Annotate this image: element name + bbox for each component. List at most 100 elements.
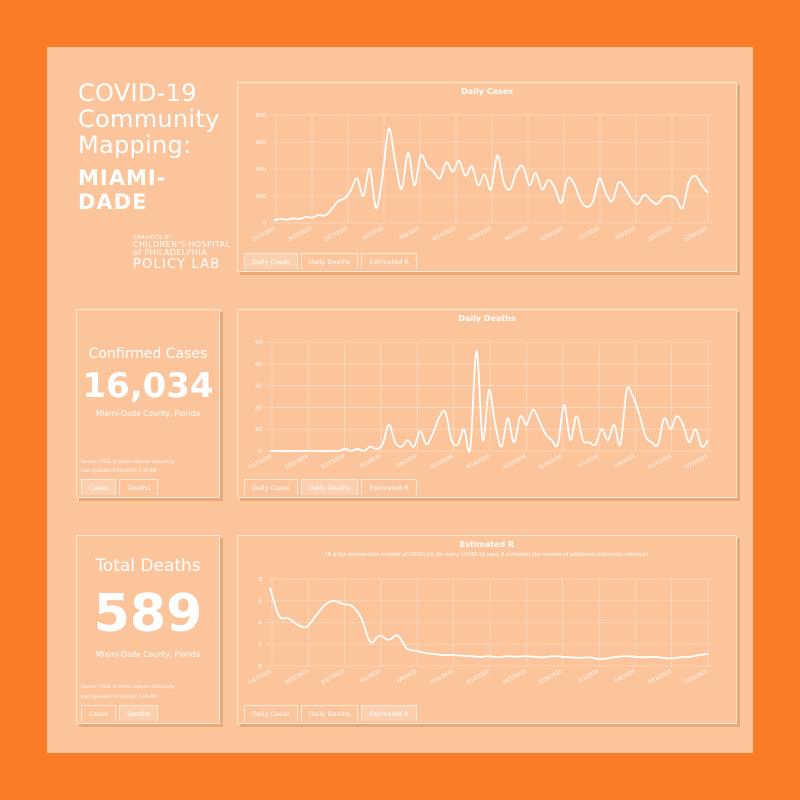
gridlines — [266, 578, 712, 667]
confirmed-cases-location: Miami-Dade County, Florida — [95, 409, 201, 418]
tab-daily-deaths[interactable]: Daily Deaths — [300, 479, 359, 495]
x-tick-label: 3/22/2020 — [284, 453, 309, 470]
confirmed-cases-card: Confirmed Cases 16,034 Miami-Dade County… — [76, 309, 220, 498]
y-tick-label: 2 — [259, 642, 263, 648]
x-tick-label: 4/1/2020 — [359, 453, 382, 469]
x-tick-label: 5/16/2020 — [683, 453, 708, 470]
deaths-tabs: Cases Deaths — [81, 705, 159, 721]
policylab-logo: GRAPHICS BY: CHILDREN'S HOSPITAL of PHIL… — [133, 235, 243, 272]
deaths-source: Source: CSSE at Johns Hopkins University — [81, 685, 175, 690]
x-tick-label: 5/16/2020 — [683, 225, 708, 242]
tab-daily-cases[interactable]: Daily Cases — [244, 479, 298, 495]
x-tick-label: 3/17/2020 — [247, 453, 272, 470]
x-tick-label: 5/11/2020 — [647, 668, 672, 685]
y-tick-label: 8 — [259, 577, 263, 583]
x-tick-label: 3/27/2020 — [323, 225, 348, 242]
chart-title: Daily Cases — [461, 87, 513, 96]
chart-subtitle: (R is the reproduction number of COVID-1… — [325, 552, 649, 558]
y-tick-label: 6 — [259, 599, 263, 605]
x-tick-label: 5/11/2020 — [647, 225, 672, 242]
x-tick-label: 4/21/2020 — [502, 668, 527, 685]
y-tick-label: 600 — [256, 140, 267, 146]
confirmed-tabs: Cases Deaths — [81, 479, 159, 495]
confirmed-source: Source: CSSE at Johns Hopkins University — [81, 460, 175, 465]
tab-daily-deaths[interactable]: Daily Deaths — [300, 705, 359, 721]
x-tick-label: 5/1/2020 — [578, 225, 601, 241]
daily-deaths-chart: 0 10 20 30 40 50 3/17/2020 3/22/2020 3/27/2020 4/… — [247, 340, 712, 471]
y-tick-label: 800 — [256, 113, 267, 119]
tab-deaths[interactable]: Deaths — [119, 705, 159, 721]
tab-cases[interactable]: Cases — [81, 705, 117, 721]
x-tick-label: 4/11/2020 — [429, 453, 454, 470]
confirmed-updated: Last Updated 5/20/2020, 1:29 PM — [81, 469, 157, 474]
x-tick-label: 5/6/2020 — [614, 225, 637, 241]
x-tick-label: 4/21/2020 — [502, 453, 527, 470]
tab-daily-cases[interactable]: Daily Cases — [244, 253, 298, 269]
logo-graphics-by: GRAPHICS BY: — [133, 235, 174, 241]
confirmed-cases-value: 16,034 — [82, 366, 214, 406]
y-tick-label: 0 — [263, 221, 267, 227]
total-deaths-location: Miami-Dade County, Florida — [95, 650, 201, 659]
x-tick-label: 5/1/2020 — [577, 668, 600, 684]
total-deaths-card: Total Deaths 589 Miami-Dade County, Flor… — [76, 535, 220, 724]
x-tick-label: 4/16/2020 — [465, 453, 490, 470]
x-tick-label: 4/6/2020 — [396, 668, 419, 684]
x-tick-label: 4/6/2020 — [396, 453, 419, 469]
x-tick-label: 4/16/2020 — [467, 225, 492, 242]
x-tick-label: 4/26/2020 — [539, 225, 564, 242]
daily-deaths-card: Daily Deaths 0 10 20 30 40 50 3/17/2020 3/22/20… — [237, 309, 737, 498]
county-name: MIAMI-DADE — [78, 166, 167, 214]
chart-tabs: Daily Cases Daily Deaths Estimated R — [244, 479, 417, 495]
logo-line2: of PHILADELPHIA — [133, 248, 207, 257]
x-tick-label: 3/17/2020 — [251, 225, 276, 242]
logo-line1: CHILDREN'S HOSPITAL — [133, 240, 231, 249]
x-tick-label: 4/6/2020 — [398, 225, 421, 241]
deaths-updated: Last Updated 5/20/2020, 1:29 PM — [81, 695, 157, 700]
tab-daily-deaths[interactable]: Daily Deaths — [300, 253, 359, 269]
x-tick-label: 4/1/2020 — [359, 668, 382, 684]
chart-title: Estimated R — [459, 540, 515, 549]
chart-title: Daily Deaths — [458, 314, 516, 323]
tab-estimated-r[interactable]: Estimated R — [361, 479, 417, 495]
x-tick-label: 4/26/2020 — [538, 453, 563, 470]
tab-daily-cases[interactable]: Daily Cases — [244, 705, 298, 721]
x-tick-label: 5/1/2020 — [577, 453, 600, 469]
logo-line3: POLICY LAB — [133, 257, 221, 272]
chart-tabs: Daily Cases Daily Deaths Estimated R — [244, 705, 417, 721]
total-deaths-value: 589 — [93, 584, 203, 644]
series-line — [269, 349, 709, 453]
y-tick-label: 10 — [255, 427, 262, 433]
page-title-line1: COVID-19 — [78, 79, 197, 107]
tab-estimated-r[interactable]: Estimated R — [361, 253, 417, 269]
confirmed-cases-label: Confirmed Cases — [88, 346, 208, 362]
estimated-r-card: Estimated R (R is the reproduction numbe… — [237, 535, 737, 724]
total-deaths-label: Total Deaths — [95, 556, 201, 576]
series-line — [273, 127, 709, 222]
tab-estimated-r[interactable]: Estimated R — [361, 705, 417, 721]
title-block: COVID-19 Community Mapping: MIAMI-DADE — [78, 80, 228, 214]
x-tick-label: 3/22/2020 — [284, 668, 309, 685]
y-tick-label: 4 — [259, 621, 263, 627]
x-tick-label: 4/1/2020 — [362, 225, 385, 241]
y-tick-label: 40 — [255, 362, 262, 368]
series-line — [269, 587, 709, 660]
x-tick-label: 4/21/2020 — [503, 225, 528, 242]
x-tick-label: 4/11/2020 — [429, 668, 454, 685]
y-tick-label: 200 — [256, 194, 267, 200]
page-title-line3: Mapping: — [78, 131, 192, 159]
x-tick-label: 5/16/2020 — [683, 668, 708, 685]
x-tick-label: 5/6/2020 — [614, 668, 637, 684]
y-tick-label: 30 — [255, 384, 262, 390]
x-tick-label: 5/11/2020 — [647, 453, 672, 470]
tab-cases[interactable]: Cases — [81, 479, 117, 495]
tab-deaths[interactable]: Deaths — [119, 479, 159, 495]
estimated-r-chart: 0 2 4 6 8 3/17/2020 3/22/2020 3/27/2020 4/1/2020… — [247, 577, 712, 686]
y-tick-label: 400 — [256, 167, 267, 173]
x-tick-label: 3/22/2020 — [287, 225, 312, 242]
x-tick-label: 5/6/2020 — [614, 453, 637, 469]
x-tick-label: 4/16/2020 — [465, 668, 490, 685]
gridlines — [270, 114, 712, 224]
y-tick-label: 0 — [259, 449, 263, 455]
x-tick-label: 4/11/2020 — [431, 225, 456, 242]
y-tick-label: 0 — [259, 664, 263, 670]
